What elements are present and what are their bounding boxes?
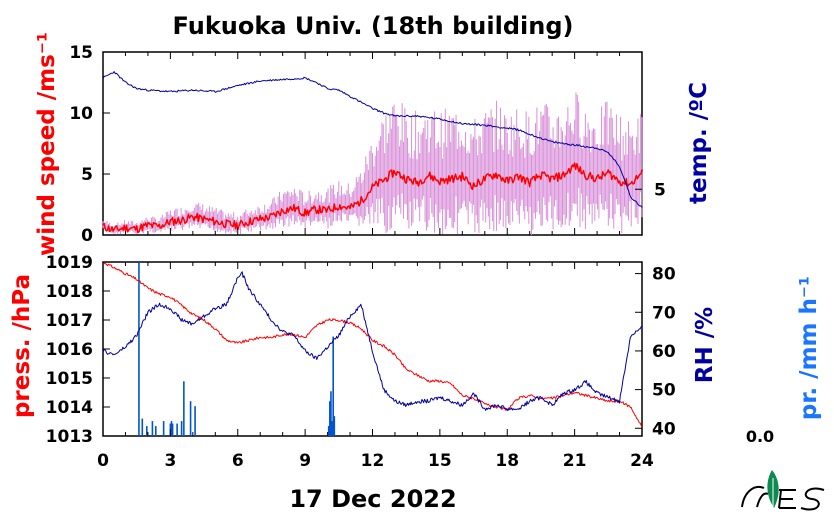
rh-y-tick-label: 60 — [652, 342, 676, 362]
x-tick-label: 9 — [299, 451, 311, 471]
pressure-y-tick-label: 1014 — [46, 398, 93, 418]
precip-value: 0.0 — [746, 427, 774, 446]
wind-mean-line — [102, 162, 643, 234]
pressure-axis-label: press. /hPa — [9, 274, 35, 418]
x-tick-label: 18 — [495, 451, 519, 471]
pressure-series — [103, 261, 643, 428]
precip-axis-label: pr. /mm h⁻¹ — [796, 276, 822, 420]
temperature-series — [102, 71, 643, 208]
pressure-y-tick-label: 1013 — [46, 427, 93, 447]
temp-y-tick-label: 5 — [654, 180, 666, 200]
rh-y-tick-label: 50 — [652, 381, 676, 401]
humidity-series — [102, 271, 643, 411]
pressure-y-tick-label: 1019 — [46, 253, 93, 273]
date-label: 17 Dec 2022 — [289, 485, 456, 513]
wind-axis-label: wind speed /ms⁻¹ — [34, 32, 60, 256]
rh-line — [102, 271, 643, 411]
rh-y-tick-label: 80 — [652, 265, 676, 285]
x-tick-label: 21 — [563, 451, 587, 471]
wind-y-tick-label: 0 — [81, 226, 93, 246]
wind-y-tick-label: 5 — [81, 165, 93, 185]
x-tick-label: 24 — [630, 451, 654, 471]
x-tick-label: 3 — [164, 451, 176, 471]
pressure-y-tick-label: 1015 — [46, 369, 93, 389]
wind-mean-series — [102, 162, 643, 234]
x-tick-label: 12 — [361, 451, 385, 471]
axis-ticks: 0 3 6 9 12 15 18 21 2405101551013101410151016101… — [46, 43, 676, 471]
pressure-y-tick-label: 1017 — [46, 311, 93, 331]
x-tick-label: 6 — [232, 451, 244, 471]
wind-y-tick-label: 15 — [69, 43, 93, 63]
rh-y-tick-label: 70 — [652, 303, 676, 323]
pressure-line — [103, 261, 643, 428]
institution-logo — [741, 470, 825, 511]
pressure-y-tick-label: 1016 — [46, 340, 93, 360]
x-tick-label: 15 — [428, 451, 452, 471]
x-tick-label: 0 — [97, 451, 109, 471]
wind-y-tick-label: 10 — [69, 104, 93, 124]
temp-line — [102, 71, 643, 208]
wind-raw-series — [102, 92, 643, 235]
rh-y-tick-label: 40 — [652, 419, 676, 439]
pressure-y-tick-label: 1018 — [46, 282, 93, 302]
chart-title: Fukuoka Univ. (18th building) — [173, 12, 574, 40]
rh-axis-label: RH /% — [692, 307, 718, 383]
temp-axis-label: temp. /ºC — [686, 82, 712, 204]
